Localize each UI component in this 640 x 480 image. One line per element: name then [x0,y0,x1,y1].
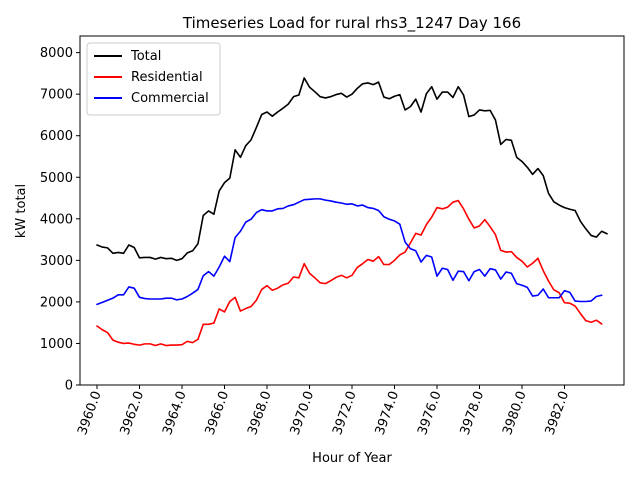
legend-label-total: Total [130,49,161,64]
y-tick-label: 3000 [40,254,73,269]
series-line-commercial [96,198,603,306]
y-tick-label: 5000 [40,171,73,186]
y-axis-label: kW total [14,184,29,238]
y-tick-label: 4000 [40,212,73,227]
legend-label-residential: Residential [131,70,203,85]
y-tick-label: 2000 [40,295,73,310]
y-tick-label: 0 [65,379,73,394]
x-axis-label: Hour of Year [312,451,392,466]
legend: Total Residential Commercial [86,42,221,116]
y-tick-label: 1000 [40,337,73,352]
y-tick-label: 8000 [40,46,73,61]
chart-title: Timeseries Load for rural rhs3_1247 Day … [182,14,521,33]
y-tick-label: 6000 [40,129,73,144]
y-tick-label: 7000 [40,88,73,103]
series-line-total [96,77,608,262]
series-line-residential [96,199,603,347]
y-axis-ticks: 0 1000 2000 3000 4000 5000 6000 7000 8000 [40,46,80,394]
legend-label-commercial: Commercial [131,91,209,106]
series-layer [96,77,608,347]
